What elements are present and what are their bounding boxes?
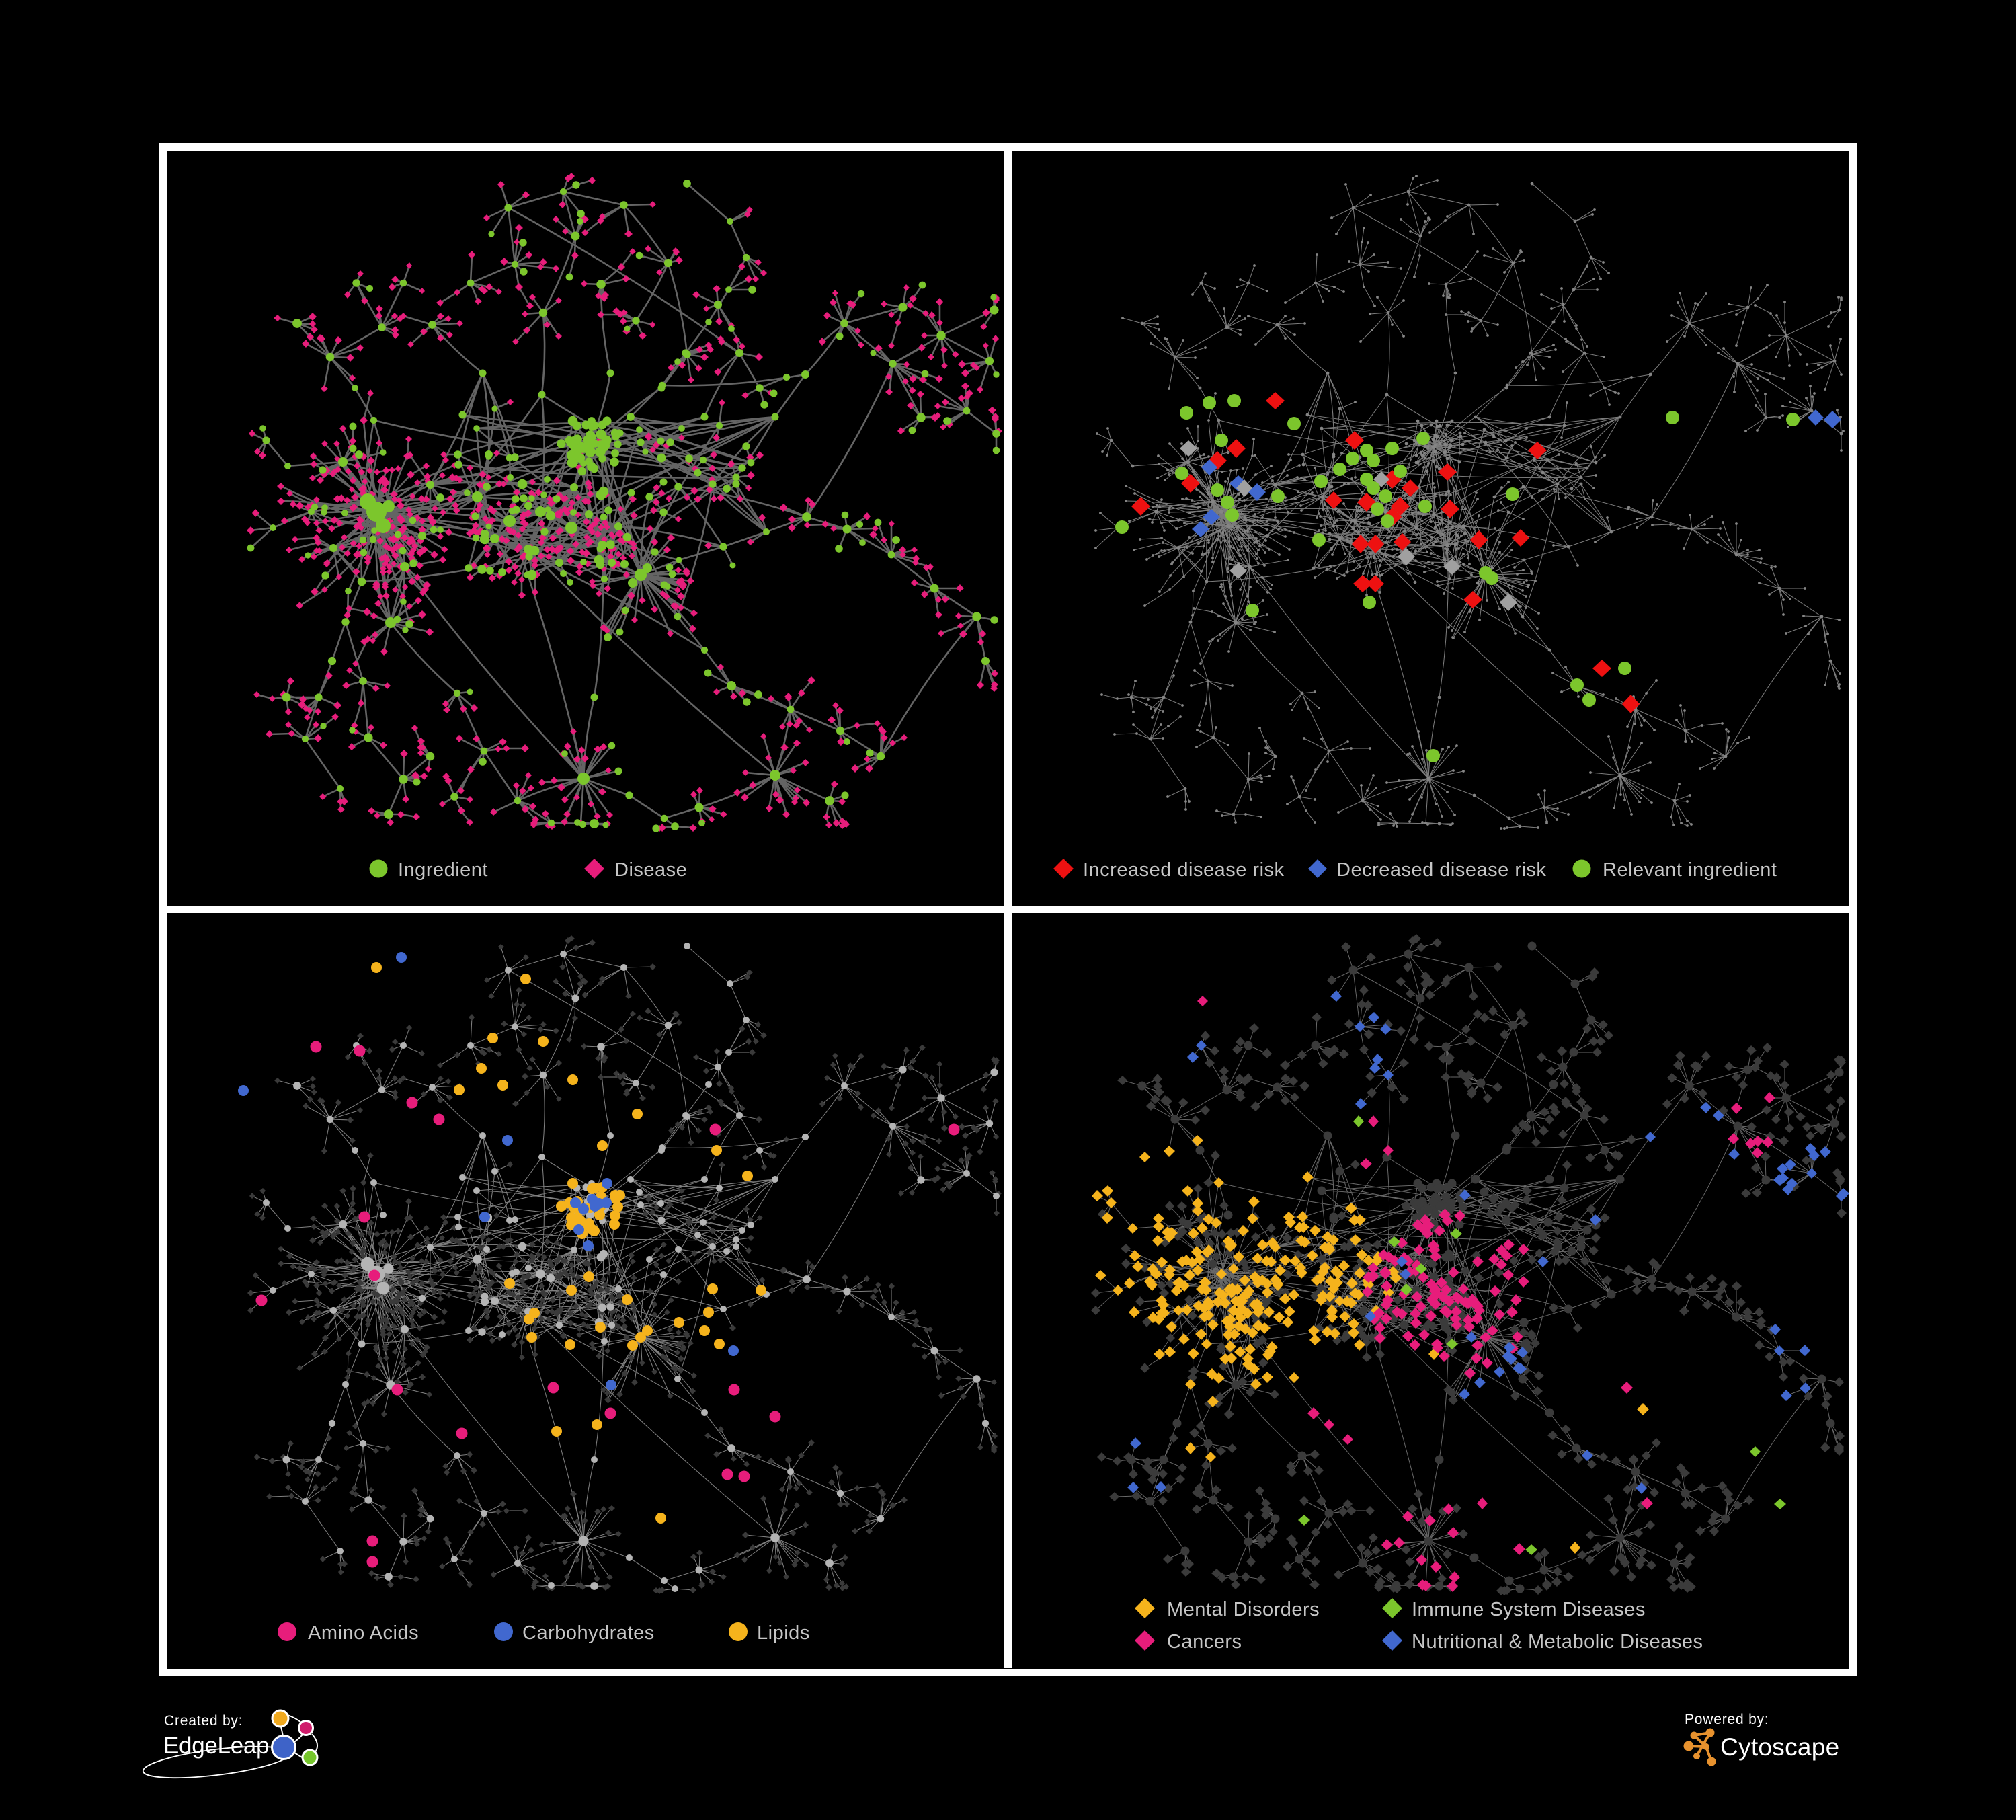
svg-text:Immune System Diseases: Immune System Diseases [1412,1599,1646,1620]
svg-text:Lipids: Lipids [757,1622,810,1644]
svg-text:Relevant ingredient: Relevant ingredient [1603,859,1777,881]
svg-text:Disease: Disease [614,859,687,881]
svg-text:Created by:: Created by: [164,1713,243,1729]
svg-text:Increased disease risk: Increased disease risk [1083,859,1285,881]
svg-text:Decreased disease risk: Decreased disease risk [1336,859,1546,881]
svg-text:Carbohydrates: Carbohydrates [522,1622,655,1644]
svg-text:Cytoscape: Cytoscape [1720,1733,1840,1761]
svg-text:Amino Acids: Amino Acids [308,1622,419,1644]
svg-text:Powered by:: Powered by: [1685,1712,1769,1727]
svg-text:EdgeLeap: EdgeLeap [163,1733,269,1759]
svg-text:Ingredient: Ingredient [398,859,488,881]
svg-text:Nutritional & Metabolic Diseas: Nutritional & Metabolic Diseases [1412,1631,1703,1653]
svg-text:Mental Disorders: Mental Disorders [1167,1599,1320,1620]
svg-text:Cancers: Cancers [1167,1631,1242,1653]
